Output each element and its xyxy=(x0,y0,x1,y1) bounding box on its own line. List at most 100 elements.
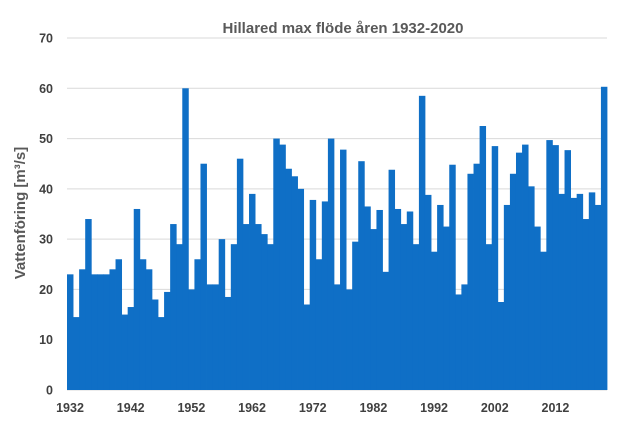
bar-1948 xyxy=(164,291,171,390)
bar-1942 xyxy=(127,307,135,390)
bar-1965 xyxy=(267,244,274,390)
bar-1995 xyxy=(449,164,456,390)
bar-2016 xyxy=(576,193,584,390)
bar-1960 xyxy=(236,158,244,390)
bar-1943 xyxy=(133,208,141,390)
bar-1940 xyxy=(115,259,123,390)
bar-1991 xyxy=(424,194,432,390)
x-axis-ticks: 1932 1942 1952 1962 1972 1982 1992 2002 2012 xyxy=(56,401,569,415)
bar-1997 xyxy=(461,284,468,390)
bar-1972 xyxy=(309,199,317,390)
bar-1986 xyxy=(394,208,402,390)
y-axis-label: Vattenföring [m³/s] xyxy=(12,147,29,280)
bar-1976 xyxy=(333,284,341,390)
bar-1951 xyxy=(182,88,189,390)
x-tick-label: 1932 xyxy=(56,401,84,415)
bar-2002 xyxy=(491,146,499,390)
bar-1993 xyxy=(437,204,444,390)
bar-1974 xyxy=(321,201,329,390)
bar-1963 xyxy=(255,224,262,390)
bar-1957 xyxy=(218,239,226,390)
y-tick-label: 30 xyxy=(39,233,53,247)
bar-1969 xyxy=(291,176,298,390)
bar-1967 xyxy=(279,144,286,390)
bar-1980 xyxy=(358,161,365,390)
bar-1982 xyxy=(370,229,377,390)
y-tick-label: 60 xyxy=(39,82,53,96)
bar-1989 xyxy=(412,244,420,390)
bar-2013 xyxy=(558,193,565,390)
bar-1985 xyxy=(388,169,396,390)
bar-1983 xyxy=(376,209,383,390)
bar-2015 xyxy=(570,197,578,390)
bar-2004 xyxy=(503,204,511,390)
bar-1968 xyxy=(285,168,292,390)
bar-1992 xyxy=(431,251,438,390)
bar-1975 xyxy=(327,138,335,390)
x-tick-label: 1962 xyxy=(238,401,266,415)
bar-2009 xyxy=(534,226,541,390)
y-axis-ticks: 0 10 20 30 40 50 60 70 xyxy=(39,32,53,398)
bar-1978 xyxy=(346,289,353,390)
bar-1961 xyxy=(242,224,250,390)
bar-1953 xyxy=(194,259,201,390)
bar-1958 xyxy=(224,296,232,390)
bar-1938 xyxy=(103,274,110,390)
bar-1933 xyxy=(73,317,80,390)
bar-1947 xyxy=(158,317,165,390)
x-tick-label: 1972 xyxy=(299,401,327,415)
bar-1950 xyxy=(176,244,183,390)
bar-1996 xyxy=(455,294,462,390)
bar-1955 xyxy=(206,284,214,390)
bar-1944 xyxy=(139,259,147,390)
bar-1939 xyxy=(109,269,116,390)
bar-1987 xyxy=(400,224,408,390)
bar-2011 xyxy=(546,140,553,390)
bar-1999 xyxy=(473,163,480,390)
x-tick-label: 2012 xyxy=(542,401,570,415)
bar-1949 xyxy=(170,224,177,390)
bar-1979 xyxy=(352,241,359,390)
bar-1990 xyxy=(418,95,426,390)
bar-1962 xyxy=(249,193,256,390)
x-tick-label: 2002 xyxy=(481,401,509,415)
x-tick-label: 1952 xyxy=(177,401,205,415)
bar-2020 xyxy=(600,86,608,390)
bar-1988 xyxy=(406,211,414,390)
bars xyxy=(67,86,608,390)
bar-1935 xyxy=(85,219,92,390)
bar-2017 xyxy=(582,219,590,390)
bar-1973 xyxy=(315,259,323,390)
bar-2010 xyxy=(540,251,547,390)
bar-1964 xyxy=(261,234,268,390)
bar-2005 xyxy=(509,173,517,390)
bar-2000 xyxy=(479,126,487,390)
bar-1954 xyxy=(200,163,207,390)
bar-1981 xyxy=(364,206,371,390)
bar-1934 xyxy=(79,269,86,390)
y-tick-label: 40 xyxy=(39,182,53,196)
bar-1994 xyxy=(443,226,450,390)
bar-1956 xyxy=(212,284,220,390)
bar-1936 xyxy=(91,274,98,390)
bar-1998 xyxy=(467,173,474,390)
y-tick-label: 10 xyxy=(39,333,53,347)
x-tick-label: 1982 xyxy=(359,401,387,415)
y-tick-label: 20 xyxy=(39,283,53,297)
bar-1959 xyxy=(230,244,238,390)
bar-1970 xyxy=(297,188,305,390)
bar-1984 xyxy=(382,271,389,390)
bar-2003 xyxy=(497,302,505,390)
bar-2008 xyxy=(528,186,535,390)
y-tick-label: 70 xyxy=(39,32,53,46)
bar-2006 xyxy=(515,152,523,390)
bar-1937 xyxy=(97,274,104,390)
bar-1966 xyxy=(273,138,280,390)
bar-2019 xyxy=(594,204,602,390)
bar-2001 xyxy=(485,244,493,390)
bar-1932 xyxy=(67,274,74,390)
x-tick-label: 1942 xyxy=(117,401,145,415)
bar-1971 xyxy=(303,304,311,390)
bar-2014 xyxy=(564,150,571,390)
